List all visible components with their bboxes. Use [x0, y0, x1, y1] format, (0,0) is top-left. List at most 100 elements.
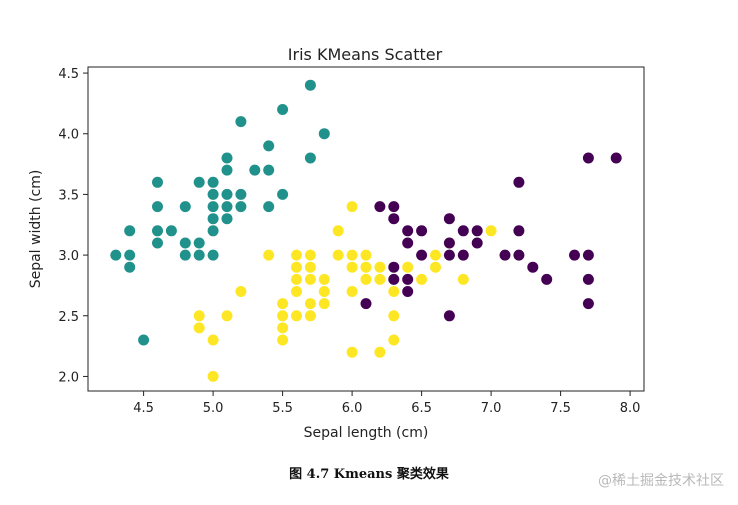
data-point-cluster-3: [582, 152, 594, 164]
figure-caption: 图 4.7 Kmeans 聚类效果: [289, 467, 449, 482]
data-point-cluster-1: [193, 237, 205, 249]
y-axis-label: Sepal width (cm): [28, 170, 44, 289]
data-point-cluster-2: [207, 334, 219, 346]
data-point-cluster-2: [304, 249, 316, 261]
x-tick-label: 6.5: [411, 401, 432, 416]
data-point-cluster-3: [374, 201, 386, 213]
data-point-cluster-3: [471, 225, 483, 237]
data-point-cluster-1: [235, 116, 247, 128]
data-point-cluster-1: [193, 249, 205, 261]
data-point-cluster-1: [165, 225, 177, 237]
data-point-cluster-3: [416, 249, 428, 261]
data-point-cluster-2: [291, 249, 302, 261]
data-point-cluster-2: [318, 298, 330, 310]
data-point-cluster-1: [235, 201, 247, 213]
data-point-cluster-3: [416, 225, 428, 237]
data-point-cluster-3: [443, 237, 455, 249]
data-point-cluster-3: [513, 176, 525, 188]
x-tick-label: 8.0: [620, 401, 641, 416]
data-point-cluster-2: [263, 249, 275, 261]
data-point-cluster-1: [207, 249, 219, 261]
data-point-cluster-1: [221, 164, 233, 176]
data-point-cluster-1: [207, 176, 219, 188]
data-point-cluster-2: [193, 322, 205, 334]
data-point-cluster-3: [443, 249, 455, 261]
data-point-cluster-1: [221, 213, 233, 225]
data-point-cluster-1: [152, 176, 163, 188]
data-point-cluster-1: [193, 176, 205, 188]
data-point-cluster-1: [152, 237, 163, 249]
data-point-cluster-2: [430, 249, 441, 261]
data-point-cluster-1: [179, 237, 191, 249]
data-point-cluster-2: [304, 310, 316, 322]
plot-area-frame: [87, 66, 645, 392]
data-point-cluster-1: [124, 261, 136, 273]
data-point-cluster-3: [471, 237, 483, 249]
data-point-cluster-1: [152, 201, 163, 213]
data-point-cluster-2: [291, 261, 302, 273]
data-point-cluster-3: [610, 152, 622, 164]
data-point-cluster-2: [374, 273, 386, 285]
data-point-cluster-2: [332, 225, 344, 237]
data-point-cluster-2: [291, 286, 302, 297]
data-point-cluster-3: [457, 225, 469, 237]
data-point-cluster-1: [277, 104, 289, 115]
x-tick-label: 5.0: [203, 401, 224, 416]
data-point-cluster-3: [388, 213, 400, 225]
data-point-cluster-2: [346, 249, 358, 261]
data-point-cluster-3: [513, 225, 525, 237]
data-point-cluster-3: [443, 310, 455, 322]
data-point-cluster-1: [318, 128, 330, 140]
data-point-cluster-1: [277, 188, 289, 200]
data-point-cluster-1: [124, 249, 136, 261]
data-point-cluster-2: [374, 346, 386, 358]
data-point-cluster-2: [277, 334, 289, 346]
data-point-cluster-3: [402, 225, 414, 237]
data-point-cluster-2: [318, 286, 330, 297]
data-point-cluster-1: [207, 188, 219, 200]
data-point-cluster-2: [318, 273, 330, 285]
data-point-cluster-2: [277, 298, 289, 310]
y-tick-label: 3.0: [58, 249, 79, 264]
data-point-cluster-3: [402, 286, 414, 297]
data-point-cluster-3: [402, 273, 414, 285]
data-point-cluster-1: [304, 79, 316, 91]
x-axis-label: Sepal length (cm): [304, 425, 429, 441]
data-point-cluster-2: [346, 346, 358, 358]
data-point-cluster-1: [152, 225, 163, 237]
data-point-cluster-3: [402, 237, 414, 249]
data-point-cluster-3: [569, 249, 580, 261]
data-point-cluster-2: [304, 273, 316, 285]
data-point-cluster-2: [346, 286, 358, 297]
y-tick-label: 4.0: [58, 128, 79, 143]
data-point-cluster-2: [388, 334, 400, 346]
data-point-cluster-1: [263, 201, 275, 213]
data-point-cluster-3: [457, 249, 469, 261]
data-point-cluster-3: [541, 273, 553, 285]
data-point-cluster-3: [388, 201, 400, 213]
data-point-cluster-2: [304, 298, 316, 310]
data-point-cluster-2: [416, 273, 428, 285]
x-tick-label: 4.5: [133, 401, 154, 416]
axis-ticks-layer: 4.5 5.0 5.5 6.0 6.5 7.0 7.5 8.0 2.0 2.5 3.0 3.5 4.0 4…: [58, 67, 640, 416]
y-tick-label: 4.5: [58, 67, 79, 82]
data-point-cluster-2: [346, 261, 358, 273]
data-point-cluster-1: [235, 188, 247, 200]
data-point-cluster-2: [235, 286, 247, 297]
data-point-cluster-3: [513, 249, 525, 261]
data-point-cluster-2: [332, 249, 344, 261]
y-tick-label: 2.0: [58, 370, 79, 385]
data-point-cluster-1: [304, 152, 316, 164]
data-points-layer: [110, 79, 622, 382]
data-point-cluster-2: [277, 322, 289, 334]
data-point-cluster-3: [582, 273, 594, 285]
data-point-cluster-2: [360, 249, 372, 261]
y-tick-label: 2.5: [58, 310, 79, 325]
x-tick-label: 7.0: [481, 401, 502, 416]
data-point-cluster-1: [207, 213, 219, 225]
data-point-cluster-2: [193, 310, 205, 322]
data-point-cluster-3: [388, 273, 400, 285]
data-point-cluster-2: [430, 261, 441, 273]
data-point-cluster-1: [138, 334, 150, 346]
data-point-cluster-2: [388, 286, 400, 297]
